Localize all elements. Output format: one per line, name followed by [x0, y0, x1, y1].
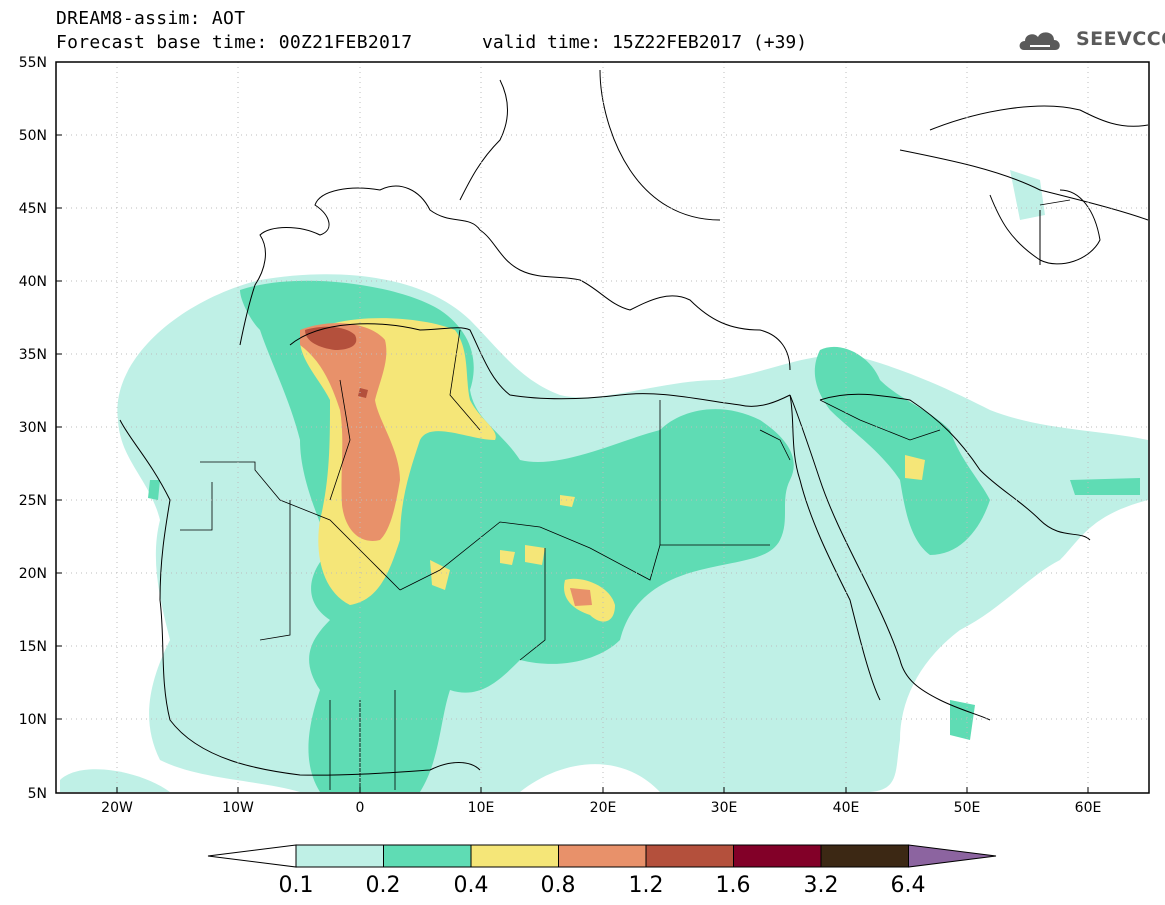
cloud-icon	[1019, 32, 1060, 50]
latitude-labels: 55N 50N 45N 40N 35N 30N 25N 20N 15N 10N …	[19, 55, 47, 802]
lon-label: 0	[356, 800, 365, 816]
political-borders	[180, 199, 1071, 790]
lat-label: 10N	[19, 712, 47, 728]
lat-label: 5N	[28, 786, 47, 802]
lat-label: 40N	[19, 274, 47, 290]
forecast-base-time: Forecast base time: 00Z21FEB2017	[56, 32, 413, 53]
lon-label: 50E	[954, 800, 981, 816]
map-grid	[56, 62, 1149, 793]
aot-field	[60, 170, 1148, 793]
valid-time: valid time: 15Z22FEB2017 (+39)	[482, 32, 808, 53]
lon-label: 20E	[590, 800, 617, 816]
lon-label: 40E	[833, 800, 860, 816]
coastlines	[119, 69, 1149, 776]
lat-label: 15N	[19, 639, 47, 655]
lon-label: 30E	[711, 800, 738, 816]
lon-label: 20W	[101, 800, 133, 816]
lat-label: 45N	[19, 201, 47, 217]
logo-text: SEEVCCC	[1076, 28, 1165, 50]
axis-ticks	[56, 61, 1089, 794]
product-title: DREAM8-assim: AOT	[56, 8, 246, 29]
lat-label: 50N	[19, 128, 47, 144]
longitude-labels: 20W 10W 0 10E 20E 30E 40E 50E 60E	[101, 800, 1101, 816]
lon-label: 10W	[222, 800, 254, 816]
lon-label: 60E	[1075, 800, 1102, 816]
lat-label: 20N	[19, 566, 47, 582]
lat-label: 30N	[19, 420, 47, 436]
lat-label: 55N	[19, 55, 47, 71]
lon-label: 10E	[468, 800, 495, 816]
lat-label: 25N	[19, 493, 47, 509]
lat-label: 35N	[19, 347, 47, 363]
